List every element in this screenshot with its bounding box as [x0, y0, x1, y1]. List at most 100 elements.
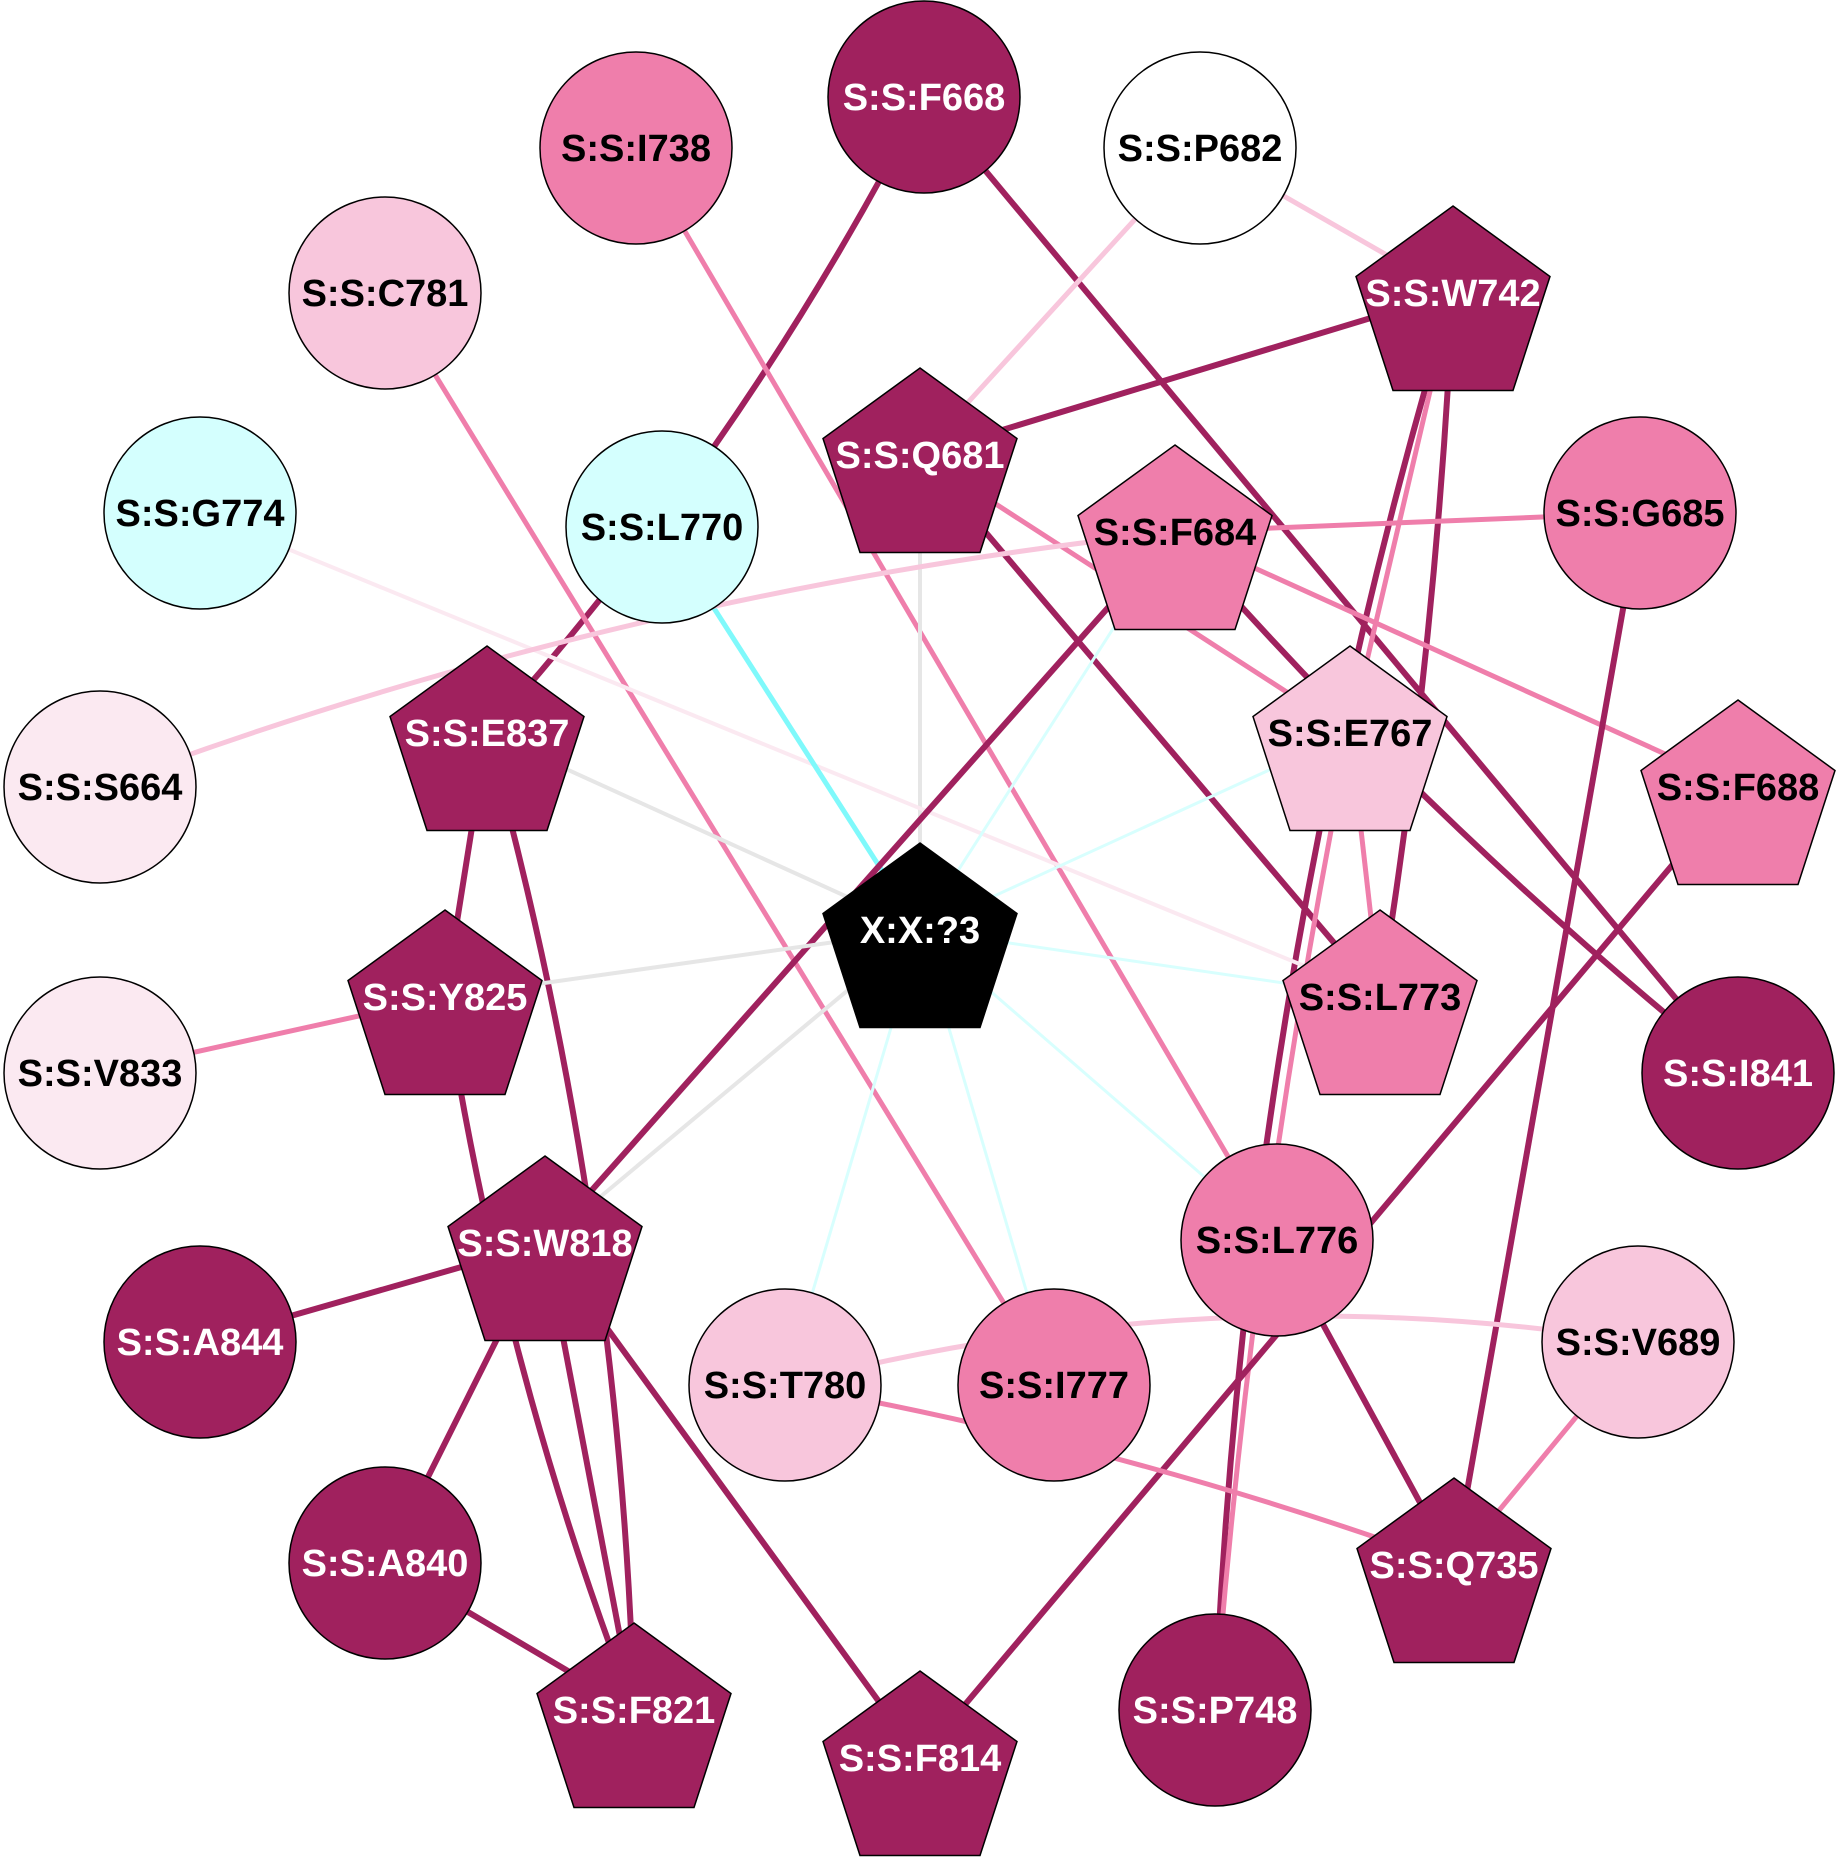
- node-label: S:S:I738: [561, 128, 711, 170]
- node-label: S:S:T780: [704, 1365, 867, 1407]
- node-label: S:S:F684: [1094, 512, 1257, 554]
- node-s-s-p748[interactable]: S:S:P748: [1118, 1613, 1312, 1807]
- node-s-s-c781[interactable]: S:S:C781: [288, 196, 482, 390]
- node-pentagon: [1356, 1477, 1552, 1664]
- node-s-s-w742[interactable]: S:S:W742: [1355, 205, 1551, 392]
- edge-s-s-f684-to-s-s-i841: [1172, 530, 1740, 1076]
- node-label: S:S:L770: [581, 507, 744, 549]
- edge-s-s-f684-to-s-s-s664: [99, 529, 1176, 790]
- node-pentagon: [1282, 909, 1478, 1096]
- node-circle: [565, 430, 759, 624]
- node-pentagon: [536, 1622, 732, 1809]
- node-pentagon: [1252, 645, 1448, 832]
- node-s-s-i777[interactable]: S:S:I777: [957, 1288, 1151, 1482]
- node-circle: [1543, 416, 1737, 610]
- node-s-s-f688[interactable]: S:S:F688: [1640, 699, 1836, 886]
- node-circle: [3, 690, 197, 884]
- node-s-s-l776[interactable]: S:S:L776: [1180, 1143, 1374, 1337]
- edge-s-s-t780-to-s-s-v689: [784, 1313, 1639, 1388]
- node-x-x-3[interactable]: X:X:?3: [822, 842, 1018, 1029]
- edge-s-s-f668-to-s-s-i841: [921, 95, 1741, 1075]
- node-s-s-i841[interactable]: S:S:I841: [1641, 976, 1835, 1170]
- node-s-s-i738[interactable]: S:S:I738: [539, 51, 733, 245]
- edge-s-s-f668-to-s-s-e837: [484, 95, 927, 736]
- node-label: S:S:G774: [116, 493, 285, 535]
- edge-s-s-i738-to-s-s-l776: [633, 146, 1280, 1242]
- node-label: S:S:F821: [553, 1690, 716, 1732]
- node-s-s-p682[interactable]: S:S:P682: [1103, 51, 1297, 245]
- node-circle: [957, 1288, 1151, 1482]
- node-circle: [539, 51, 733, 245]
- edge-s-s-g685-to-s-s-q735: [1451, 512, 1643, 1566]
- node-label: S:S:I841: [1663, 1053, 1813, 1095]
- node-label: S:S:E767: [1268, 713, 1433, 755]
- node-pentagon: [1355, 205, 1551, 392]
- node-label: S:S:F668: [843, 77, 1006, 119]
- edge-s-s-q681-to-s-s-l773: [917, 453, 1383, 999]
- node-label: S:S:A840: [302, 1543, 469, 1585]
- node-s-s-a840[interactable]: S:S:A840: [288, 1466, 482, 1660]
- node-circle: [3, 976, 197, 1170]
- node-circle: [288, 196, 482, 390]
- node-label: S:S:I777: [979, 1365, 1129, 1407]
- node-s-s-q735[interactable]: S:S:Q735: [1356, 1477, 1552, 1664]
- node-label: S:S:W742: [1365, 273, 1540, 315]
- node-label: S:S:L773: [1299, 977, 1462, 1019]
- node-label: S:S:F814: [839, 1738, 1002, 1780]
- node-label: S:S:S664: [18, 767, 183, 809]
- node-label: S:S:C781: [302, 273, 469, 315]
- node-circle: [827, 0, 1021, 194]
- node-circle: [1103, 51, 1297, 245]
- node-label: S:S:L776: [1196, 1220, 1359, 1262]
- node-circle: [1641, 976, 1835, 1170]
- node-s-s-y825[interactable]: S:S:Y825: [347, 909, 543, 1096]
- node-pentagon: [822, 842, 1018, 1029]
- node-label: S:S:W818: [457, 1223, 632, 1265]
- node-s-s-w818[interactable]: S:S:W818: [447, 1155, 643, 1342]
- node-s-s-e837[interactable]: S:S:E837: [389, 645, 585, 832]
- edge-s-s-y825-to-s-s-f821: [442, 996, 637, 1712]
- node-s-s-l773[interactable]: S:S:L773: [1282, 909, 1478, 1096]
- node-pentagon: [389, 645, 585, 832]
- node-label: S:S:A844: [117, 1322, 284, 1364]
- edge-s-s-g774-to-s-s-l773: [199, 511, 1381, 999]
- node-pentagon: [1077, 444, 1273, 631]
- node-circle: [1541, 1245, 1735, 1439]
- node-label: S:S:Q735: [1370, 1545, 1539, 1587]
- node-label: S:S:V833: [18, 1053, 183, 1095]
- node-label: S:S:V689: [1556, 1322, 1721, 1364]
- node-s-s-t780[interactable]: S:S:T780: [688, 1288, 882, 1482]
- node-label: S:S:G685: [1556, 493, 1725, 535]
- node-s-s-f668[interactable]: S:S:F668: [827, 0, 1021, 194]
- node-label: S:S:F688: [1657, 767, 1820, 809]
- node-s-s-v689[interactable]: S:S:V689: [1541, 1245, 1735, 1439]
- node-circle: [688, 1288, 882, 1482]
- node-label: S:S:Y825: [363, 977, 528, 1019]
- edge-s-s-t780-to-s-s-q735: [784, 1382, 1455, 1568]
- node-s-s-f821[interactable]: S:S:F821: [536, 1622, 732, 1809]
- node-s-s-e767[interactable]: S:S:E767: [1252, 645, 1448, 832]
- node-s-s-v833[interactable]: S:S:V833: [3, 976, 197, 1170]
- node-s-s-l770[interactable]: S:S:L770: [565, 430, 759, 624]
- node-s-s-q681[interactable]: S:S:Q681: [822, 367, 1018, 554]
- node-circle: [1118, 1613, 1312, 1807]
- node-label: S:S:E837: [405, 713, 570, 755]
- node-s-s-f684[interactable]: S:S:F684: [1077, 444, 1273, 631]
- node-s-s-a844[interactable]: S:S:A844: [103, 1245, 297, 1439]
- node-s-s-f814[interactable]: S:S:F814: [822, 1670, 1018, 1857]
- node-s-s-s664[interactable]: S:S:S664: [3, 690, 197, 884]
- node-layer: S:S:F668 S:S:I738 S:S:P682 S:S:C781 S:S:W742…: [3, 0, 1836, 1857]
- node-label: S:S:P748: [1133, 1690, 1298, 1732]
- node-circle: [1180, 1143, 1374, 1337]
- node-label: S:S:P682: [1118, 128, 1283, 170]
- node-s-s-g774[interactable]: S:S:G774: [103, 416, 297, 610]
- node-pentagon: [1640, 699, 1836, 886]
- edge-s-s-w742-to-s-s-l773: [1377, 292, 1456, 998]
- node-circle: [103, 416, 297, 610]
- edge-s-s-f684-to-s-s-f688: [1173, 529, 1740, 790]
- node-s-s-g685[interactable]: S:S:G685: [1543, 416, 1737, 610]
- node-circle: [288, 1466, 482, 1660]
- node-pentagon: [447, 1155, 643, 1342]
- node-pentagon: [822, 367, 1018, 554]
